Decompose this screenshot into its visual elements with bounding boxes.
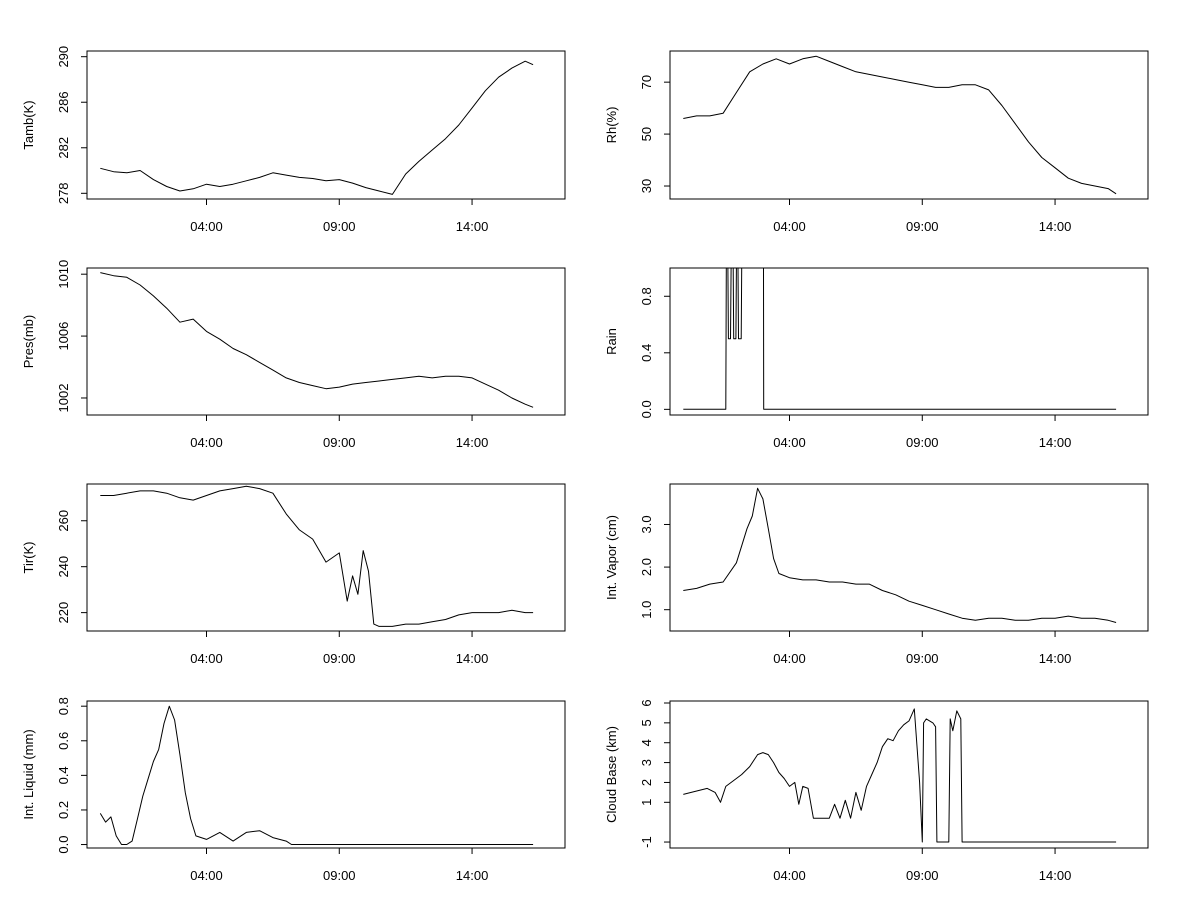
y-tick-label: 1006 — [56, 322, 71, 351]
y-tick-label: 278 — [56, 182, 71, 204]
y-axis-label: Int. Vapor (cm) — [604, 515, 619, 600]
panel-1: 04:00 09:00 14:00 278 282 286 290 Tamb(K) — [21, 46, 566, 234]
data-line — [100, 272, 534, 408]
plot-frame — [669, 267, 1149, 416]
data-line — [683, 55, 1117, 195]
panel-4: 04:00 09:00 14:00 0.0 0.4 0.8 Rain — [604, 267, 1149, 450]
y-axis-label: Cloud Base (km) — [604, 726, 619, 823]
y-tick-label: 30 — [639, 179, 654, 193]
y-tick-label: 6 — [639, 699, 654, 706]
plot-frame — [669, 700, 1149, 849]
plot-frame — [86, 267, 566, 416]
data-line — [683, 708, 1117, 843]
y-tick-label: 1010 — [56, 260, 71, 289]
y-tick-label: 0.4 — [56, 766, 71, 784]
y-tick-label: 0.0 — [639, 400, 654, 418]
x-tick-label: 14:00 — [456, 435, 489, 450]
x-tick-label: 09:00 — [323, 219, 356, 234]
y-tick-label: 1.0 — [639, 601, 654, 619]
panel-8: 04:00 09:00 14:00 -1 1 2 3 4 5 6 Cloud Base (km) — [604, 699, 1149, 883]
y-tick-label: 0.8 — [639, 287, 654, 305]
panel-2: 04:00 09:00 14:00 30 50 70 Rh(%) — [604, 50, 1149, 234]
data-line — [99, 705, 534, 845]
x-tick-label: 14:00 — [1039, 435, 1072, 450]
x-tick-label: 04:00 — [773, 435, 806, 450]
y-tick-label: 0.6 — [56, 732, 71, 750]
x-tick-label: 04:00 — [190, 651, 223, 666]
plot-frame — [86, 483, 566, 632]
x-tick-label: 09:00 — [906, 219, 939, 234]
x-tick-label: 04:00 — [773, 651, 806, 666]
panel-5: 04:00 09:00 14:00 220 240 260 Tir(K) — [21, 483, 566, 666]
y-tick-label: 0.4 — [639, 344, 654, 362]
data-line — [100, 485, 534, 627]
y-tick-label: 0.0 — [56, 836, 71, 854]
x-tick-label: 04:00 — [190, 868, 223, 883]
x-tick-label: 09:00 — [323, 651, 356, 666]
panel-7: 04:00 09:00 14:00 0.0 0.2 0.4 0.6 0.8 Int. Liqui… — [21, 697, 566, 883]
y-tick-label: 70 — [639, 75, 654, 89]
x-tick-label: 14:00 — [456, 651, 489, 666]
y-tick-label: -1 — [639, 836, 654, 848]
y-tick-label: 0.8 — [56, 697, 71, 715]
y-axis-label: Tamb(K) — [21, 100, 36, 149]
x-tick-label: 04:00 — [190, 219, 223, 234]
y-tick-label: 2 — [639, 779, 654, 786]
y-tick-label: 240 — [56, 556, 71, 578]
y-tick-label: 290 — [56, 46, 71, 68]
panel-3: 04:00 09:00 14:00 1002 1006 1010 Pres(mb) — [21, 260, 566, 450]
x-tick-label: 04:00 — [773, 219, 806, 234]
x-tick-label: 14:00 — [1039, 219, 1072, 234]
y-axis-label: Tir(K) — [21, 541, 36, 573]
y-tick-label: 0.2 — [56, 801, 71, 819]
panel-6: 04:00 09:00 14:00 1.0 2.0 3.0 Int. Vapor (cm) — [604, 483, 1149, 666]
y-tick-label: 5 — [639, 719, 654, 726]
y-tick-label: 1002 — [56, 384, 71, 413]
y-axis-label: Pres(mb) — [21, 315, 36, 368]
y-tick-label: 220 — [56, 602, 71, 624]
y-axis-label: Int. Liquid (mm) — [21, 729, 36, 819]
x-tick-label: 09:00 — [323, 435, 356, 450]
y-axis-label: Rain — [604, 328, 619, 355]
y-tick-label: 260 — [56, 510, 71, 532]
x-tick-label: 14:00 — [1039, 651, 1072, 666]
data-line — [683, 487, 1117, 623]
data-line — [683, 267, 1117, 410]
y-axis-label: Rh(%) — [604, 107, 619, 144]
y-tick-label: 3.0 — [639, 515, 654, 533]
plot-frame — [669, 50, 1149, 200]
y-tick-label: 2.0 — [639, 558, 654, 576]
y-tick-label: 282 — [56, 137, 71, 159]
x-tick-label: 14:00 — [1039, 868, 1072, 883]
x-tick-label: 09:00 — [906, 435, 939, 450]
x-tick-label: 14:00 — [456, 868, 489, 883]
x-tick-label: 09:00 — [323, 868, 356, 883]
data-line — [100, 60, 534, 195]
x-tick-label: 09:00 — [906, 651, 939, 666]
plot-frame — [86, 50, 566, 200]
plot-frame — [669, 483, 1149, 632]
y-tick-label: 4 — [639, 739, 654, 746]
x-tick-label: 04:00 — [773, 868, 806, 883]
y-tick-label: 3 — [639, 759, 654, 766]
y-tick-label: 286 — [56, 91, 71, 113]
x-tick-label: 04:00 — [190, 435, 223, 450]
y-tick-label: 1 — [639, 799, 654, 806]
x-tick-label: 09:00 — [906, 868, 939, 883]
x-tick-label: 14:00 — [456, 219, 489, 234]
y-tick-label: 50 — [639, 127, 654, 141]
plot-frame — [86, 700, 566, 849]
